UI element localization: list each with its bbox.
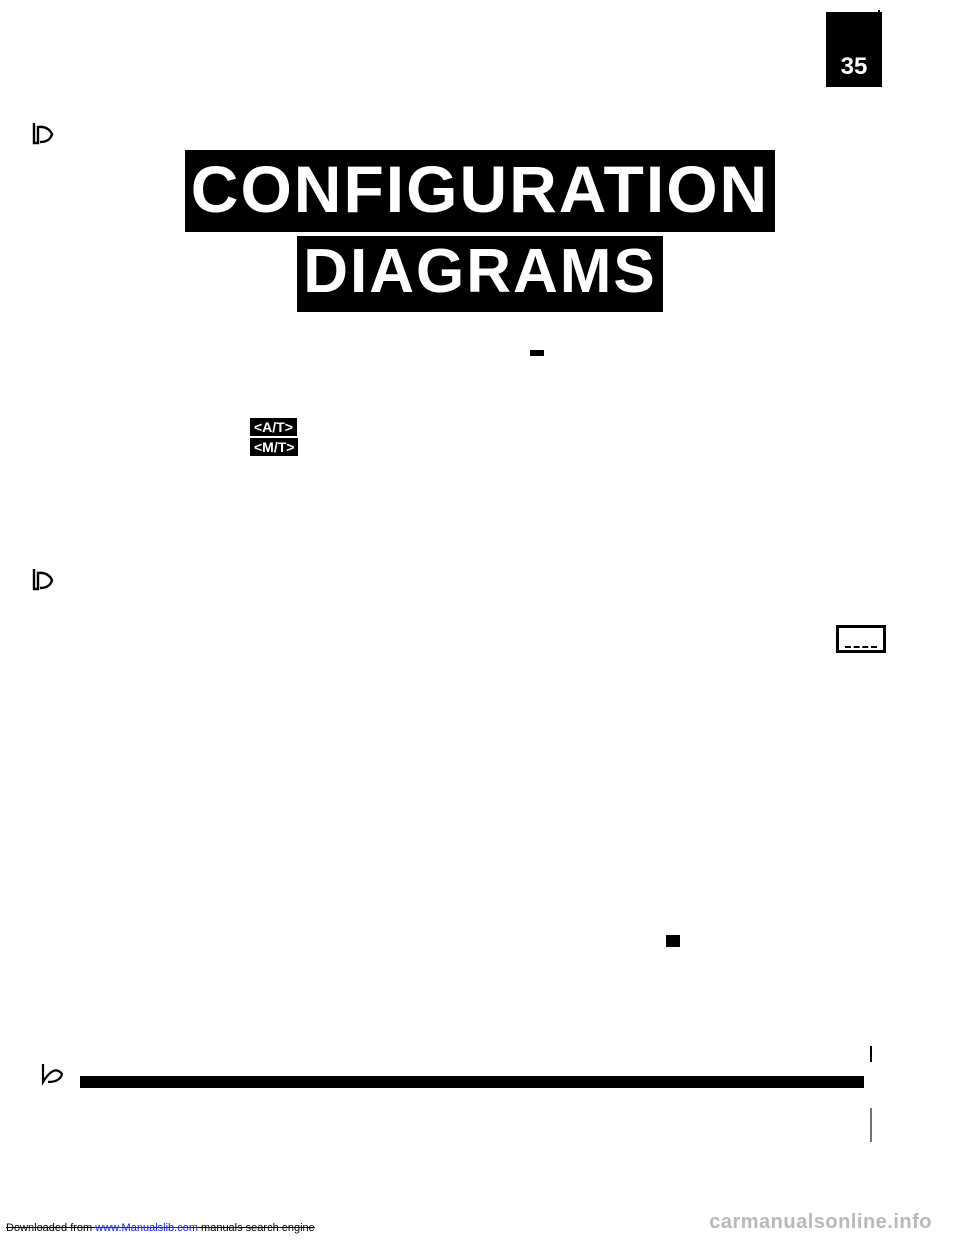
tag-mt: <M/T> [250,438,298,456]
tag-at: <A/T> [250,418,297,436]
margin-tick [870,1108,872,1142]
title-line-1: CONFIGURATION [185,150,775,232]
page-number-badge: 35 [826,12,882,87]
download-attribution: Downloaded from www.Manualslib.com manua… [6,1222,315,1234]
title-line-2: DIAGRAMS [297,236,663,312]
dl-prefix: Downloaded from [6,1222,95,1234]
page-number: 35 [841,53,868,81]
watermark: carmanualsonline.info [709,1211,932,1234]
binder-ring-icon [30,566,58,592]
page: 35 CONFIGURATION DIAGRAMS <A/T> <M/T> Do… [0,0,960,1242]
right-outline-box [836,625,886,653]
binder-ring-icon [38,1060,66,1086]
margin-tick [870,1046,872,1062]
bottom-thick-rule [80,1076,864,1088]
dl-suffix: manuals search engine [198,1222,315,1234]
title-block: CONFIGURATION DIAGRAMS [0,150,960,312]
small-mark [530,350,544,356]
binder-ring-icon [30,120,58,146]
dl-link[interactable]: www.Manualslib.com [95,1222,198,1234]
small-square-mark [666,935,680,947]
